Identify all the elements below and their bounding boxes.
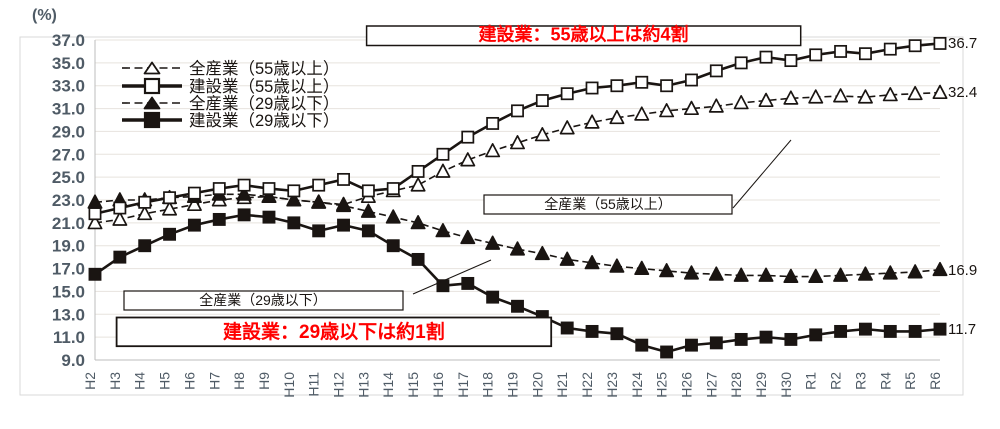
svg-text:H2: H2 — [82, 372, 98, 390]
svg-text:H5: H5 — [157, 372, 173, 390]
svg-text:H8: H8 — [231, 372, 247, 390]
svg-text:H27: H27 — [703, 372, 719, 398]
svg-text:27.0: 27.0 — [52, 145, 85, 164]
svg-text:全産業（29歳以下）: 全産業（29歳以下） — [199, 292, 327, 308]
svg-text:R1: R1 — [803, 372, 819, 390]
svg-text:32.4: 32.4 — [948, 84, 977, 101]
svg-text:H4: H4 — [132, 372, 148, 390]
svg-text:21.0: 21.0 — [52, 214, 85, 233]
svg-text:H26: H26 — [678, 372, 694, 398]
svg-text:全産業（55歳以上）: 全産業（55歳以上） — [544, 196, 672, 212]
svg-text:H30: H30 — [778, 372, 794, 398]
svg-text:16.9: 16.9 — [948, 262, 977, 279]
svg-text:H3: H3 — [107, 372, 123, 390]
svg-text:31.0: 31.0 — [52, 100, 85, 119]
svg-text:35.0: 35.0 — [52, 54, 85, 73]
svg-text:H21: H21 — [554, 372, 570, 398]
svg-text:建設業（55歳以上）: 建設業（55歳以上） — [189, 77, 339, 96]
svg-text:H6: H6 — [181, 372, 197, 390]
svg-text:H13: H13 — [355, 372, 371, 398]
svg-text:H22: H22 — [579, 372, 595, 398]
svg-text:建設業（29歳以下）: 建設業（29歳以下） — [189, 111, 339, 130]
svg-text:H11: H11 — [306, 372, 322, 397]
svg-text:19.0: 19.0 — [52, 237, 85, 256]
svg-text:H25: H25 — [654, 372, 670, 398]
svg-text:全産業（29歳以下）: 全産業（29歳以下） — [189, 94, 339, 113]
svg-text:11.0: 11.0 — [53, 328, 85, 347]
svg-text:36.7: 36.7 — [948, 35, 977, 52]
svg-text:17.0: 17.0 — [52, 260, 85, 279]
svg-text:H14: H14 — [380, 372, 396, 398]
svg-text:R2: R2 — [828, 372, 844, 390]
svg-text:建設業：55歳以上は約4割: 建設業：55歳以上は約4割 — [478, 24, 688, 45]
svg-text:(%): (%) — [32, 7, 57, 24]
svg-text:H19: H19 — [505, 372, 521, 398]
svg-text:29.0: 29.0 — [52, 122, 85, 141]
svg-text:H28: H28 — [728, 372, 744, 398]
svg-text:H9: H9 — [256, 372, 272, 390]
svg-text:建設業：29歳以下は約1割: 建設業：29歳以下は約1割 — [223, 320, 445, 343]
svg-text:37.0: 37.0 — [52, 31, 85, 50]
svg-text:H29: H29 — [753, 372, 769, 398]
svg-text:13.0: 13.0 — [52, 305, 85, 324]
svg-text:R6: R6 — [927, 372, 943, 390]
svg-text:H17: H17 — [455, 372, 471, 398]
svg-text:H24: H24 — [629, 372, 645, 398]
svg-text:25.0: 25.0 — [52, 168, 85, 187]
svg-text:23.0: 23.0 — [52, 191, 85, 210]
svg-text:H15: H15 — [405, 372, 421, 398]
svg-text:H23: H23 — [604, 372, 620, 398]
svg-text:全産業（55歳以上）: 全産業（55歳以上） — [189, 59, 339, 78]
svg-text:H16: H16 — [430, 372, 446, 398]
svg-text:H10: H10 — [281, 372, 297, 398]
svg-text:H12: H12 — [331, 372, 347, 398]
svg-text:H7: H7 — [206, 372, 222, 390]
svg-text:15.0: 15.0 — [52, 282, 85, 301]
svg-text:33.0: 33.0 — [52, 77, 85, 96]
svg-text:R4: R4 — [877, 372, 893, 390]
svg-text:R5: R5 — [902, 372, 918, 390]
svg-text:11.7: 11.7 — [948, 321, 976, 338]
svg-text:H18: H18 — [480, 372, 496, 398]
svg-text:9.0: 9.0 — [61, 351, 85, 370]
svg-text:R3: R3 — [852, 372, 868, 390]
svg-text:H20: H20 — [529, 372, 545, 398]
